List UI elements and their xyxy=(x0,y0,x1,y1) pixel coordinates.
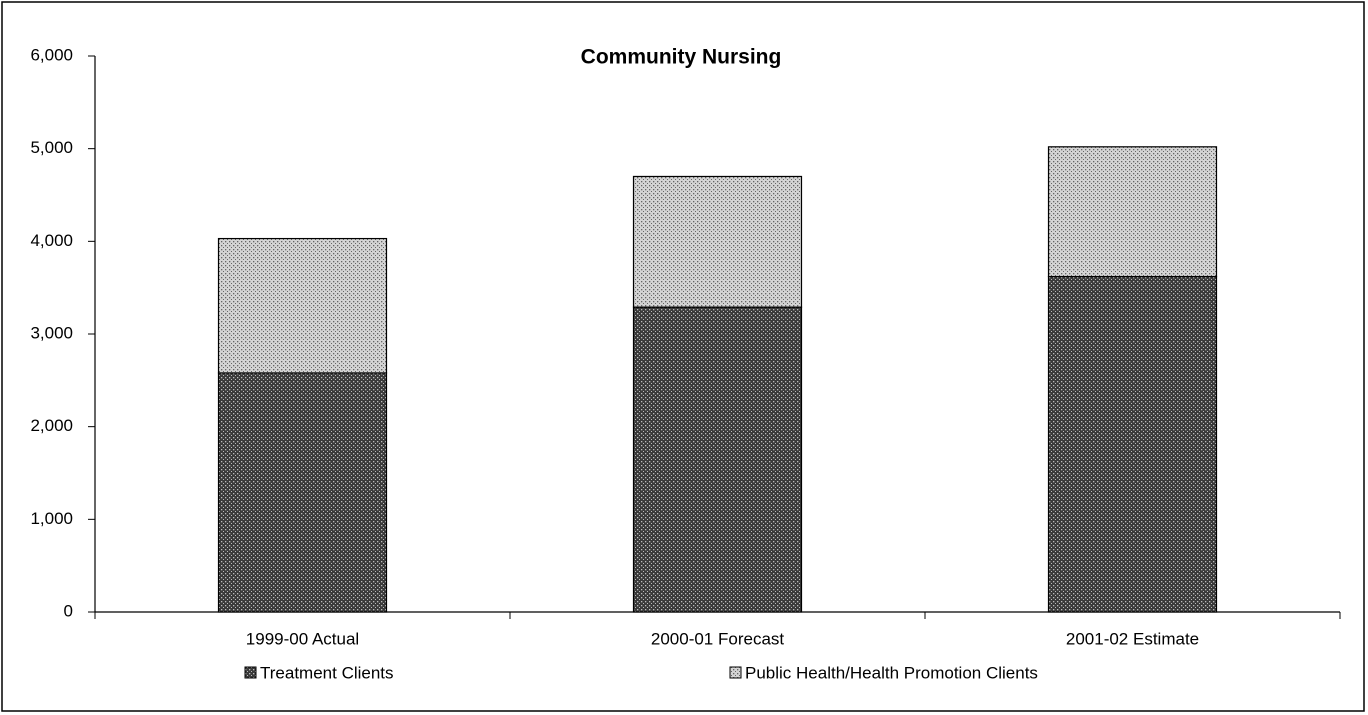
bar-segment xyxy=(217,237,388,374)
x-tick-label: 1999-00 Actual xyxy=(246,629,359,648)
legend-label: Public Health/Health Promotion Clients xyxy=(745,663,1038,682)
x-tick-label: 2001-02 Estimate xyxy=(1066,629,1199,648)
y-tick-label: 4,000 xyxy=(30,231,73,250)
y-tick-label: 5,000 xyxy=(30,138,73,157)
y-tick-label: 3,000 xyxy=(30,323,73,342)
x-tick-label: 2000-01 Forecast xyxy=(651,629,785,648)
y-tick-label: 0 xyxy=(64,601,73,620)
legend-swatch xyxy=(244,666,257,679)
y-tick-label: 2,000 xyxy=(30,416,73,435)
bar-segment xyxy=(1047,275,1218,613)
legend-label: Treatment Clients xyxy=(260,663,394,682)
bar-segment xyxy=(217,372,388,613)
bar-segment xyxy=(632,306,803,613)
bar-segment xyxy=(632,175,803,308)
chart-title: Community Nursing xyxy=(581,46,782,69)
y-tick-label: 1,000 xyxy=(30,509,73,528)
legend-swatch xyxy=(729,666,742,679)
bar-segment xyxy=(1047,146,1218,278)
y-tick-label: 6,000 xyxy=(30,45,73,64)
